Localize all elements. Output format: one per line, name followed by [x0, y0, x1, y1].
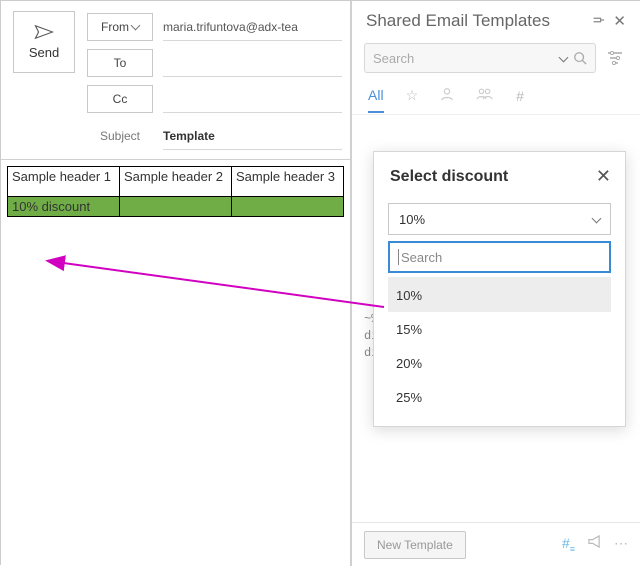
table-header-cell: Sample header 2 — [120, 167, 232, 197]
cc-value[interactable] — [163, 85, 342, 113]
table-cell: 10% discount — [8, 197, 120, 217]
text-caret — [398, 249, 399, 265]
message-body[interactable]: Sample header 1 Sample header 2 Sample h… — [1, 159, 350, 539]
close-icon[interactable]: ✕ — [609, 12, 630, 30]
tab-people[interactable] — [476, 87, 494, 112]
table-cell — [120, 197, 232, 217]
to-button[interactable]: To — [87, 49, 153, 77]
popup-search-input[interactable]: Search — [388, 241, 611, 273]
popup-options: 10% 15% 20% 25% — [388, 277, 611, 414]
send-label: Send — [29, 45, 59, 60]
hash-icon[interactable]: #≡ — [562, 535, 575, 554]
panel-body: ~% di di — [352, 115, 640, 131]
select-discount-popup: Select discount ✕ 10% Search 10% 15% 20%… — [373, 151, 626, 427]
panel-tabs: All ☆ # — [352, 79, 640, 115]
popup-option[interactable]: 15% — [388, 312, 611, 346]
cc-button[interactable]: Cc — [87, 85, 153, 113]
panel-search-input[interactable]: Search — [364, 43, 596, 73]
popup-option[interactable]: 20% — [388, 346, 611, 380]
tab-hash[interactable]: # — [516, 88, 524, 112]
from-button[interactable]: From — [87, 13, 153, 41]
chevron-down-icon[interactable] — [560, 51, 567, 66]
footer-icons: #≡ ⋯ — [562, 535, 628, 554]
tab-all[interactable]: All — [368, 87, 384, 113]
panel-footer: New Template #≡ ⋯ — [352, 522, 640, 566]
panel-header: Shared Email Templates ✕ — [352, 1, 640, 37]
sample-table: Sample header 1 Sample header 2 Sample h… — [7, 166, 344, 217]
close-icon[interactable]: ✕ — [596, 166, 611, 187]
search-icon[interactable] — [573, 51, 587, 65]
popup-option[interactable]: 10% — [388, 278, 611, 312]
chevron-down-icon — [593, 212, 600, 227]
compose-header: Send From maria.trifuntova@adx-tea To Cc… — [1, 1, 350, 159]
filter-icon[interactable] — [602, 43, 628, 73]
compose-pane: Send From maria.trifuntova@adx-tea To Cc… — [1, 1, 351, 566]
to-value[interactable] — [163, 49, 342, 77]
new-template-button[interactable]: New Template — [364, 531, 466, 559]
subject-label: Subject — [87, 129, 153, 143]
panel-title: Shared Email Templates — [366, 11, 587, 31]
send-button[interactable]: Send — [13, 11, 75, 73]
chevron-down-icon — [132, 20, 139, 34]
send-icon — [34, 25, 54, 39]
more-icon[interactable]: ⋯ — [614, 535, 628, 554]
popup-option[interactable]: 25% — [388, 380, 611, 414]
panel-search-row: Search — [352, 37, 640, 79]
tab-person[interactable] — [440, 87, 454, 112]
announce-icon[interactable] — [587, 535, 602, 554]
table-header-cell: Sample header 3 — [232, 167, 344, 197]
compose-fields: From maria.trifuntova@adx-tea To Cc Subj… — [87, 11, 342, 151]
popup-title: Select discount — [390, 168, 596, 186]
from-value[interactable]: maria.trifuntova@adx-tea — [163, 13, 342, 41]
table-header-cell: Sample header 1 — [8, 167, 120, 197]
pin-icon[interactable] — [587, 13, 609, 30]
table-cell — [232, 197, 344, 217]
tab-favorites[interactable]: ☆ — [406, 87, 419, 112]
discount-select[interactable]: 10% — [388, 203, 611, 235]
subject-value[interactable]: Template — [163, 122, 342, 150]
